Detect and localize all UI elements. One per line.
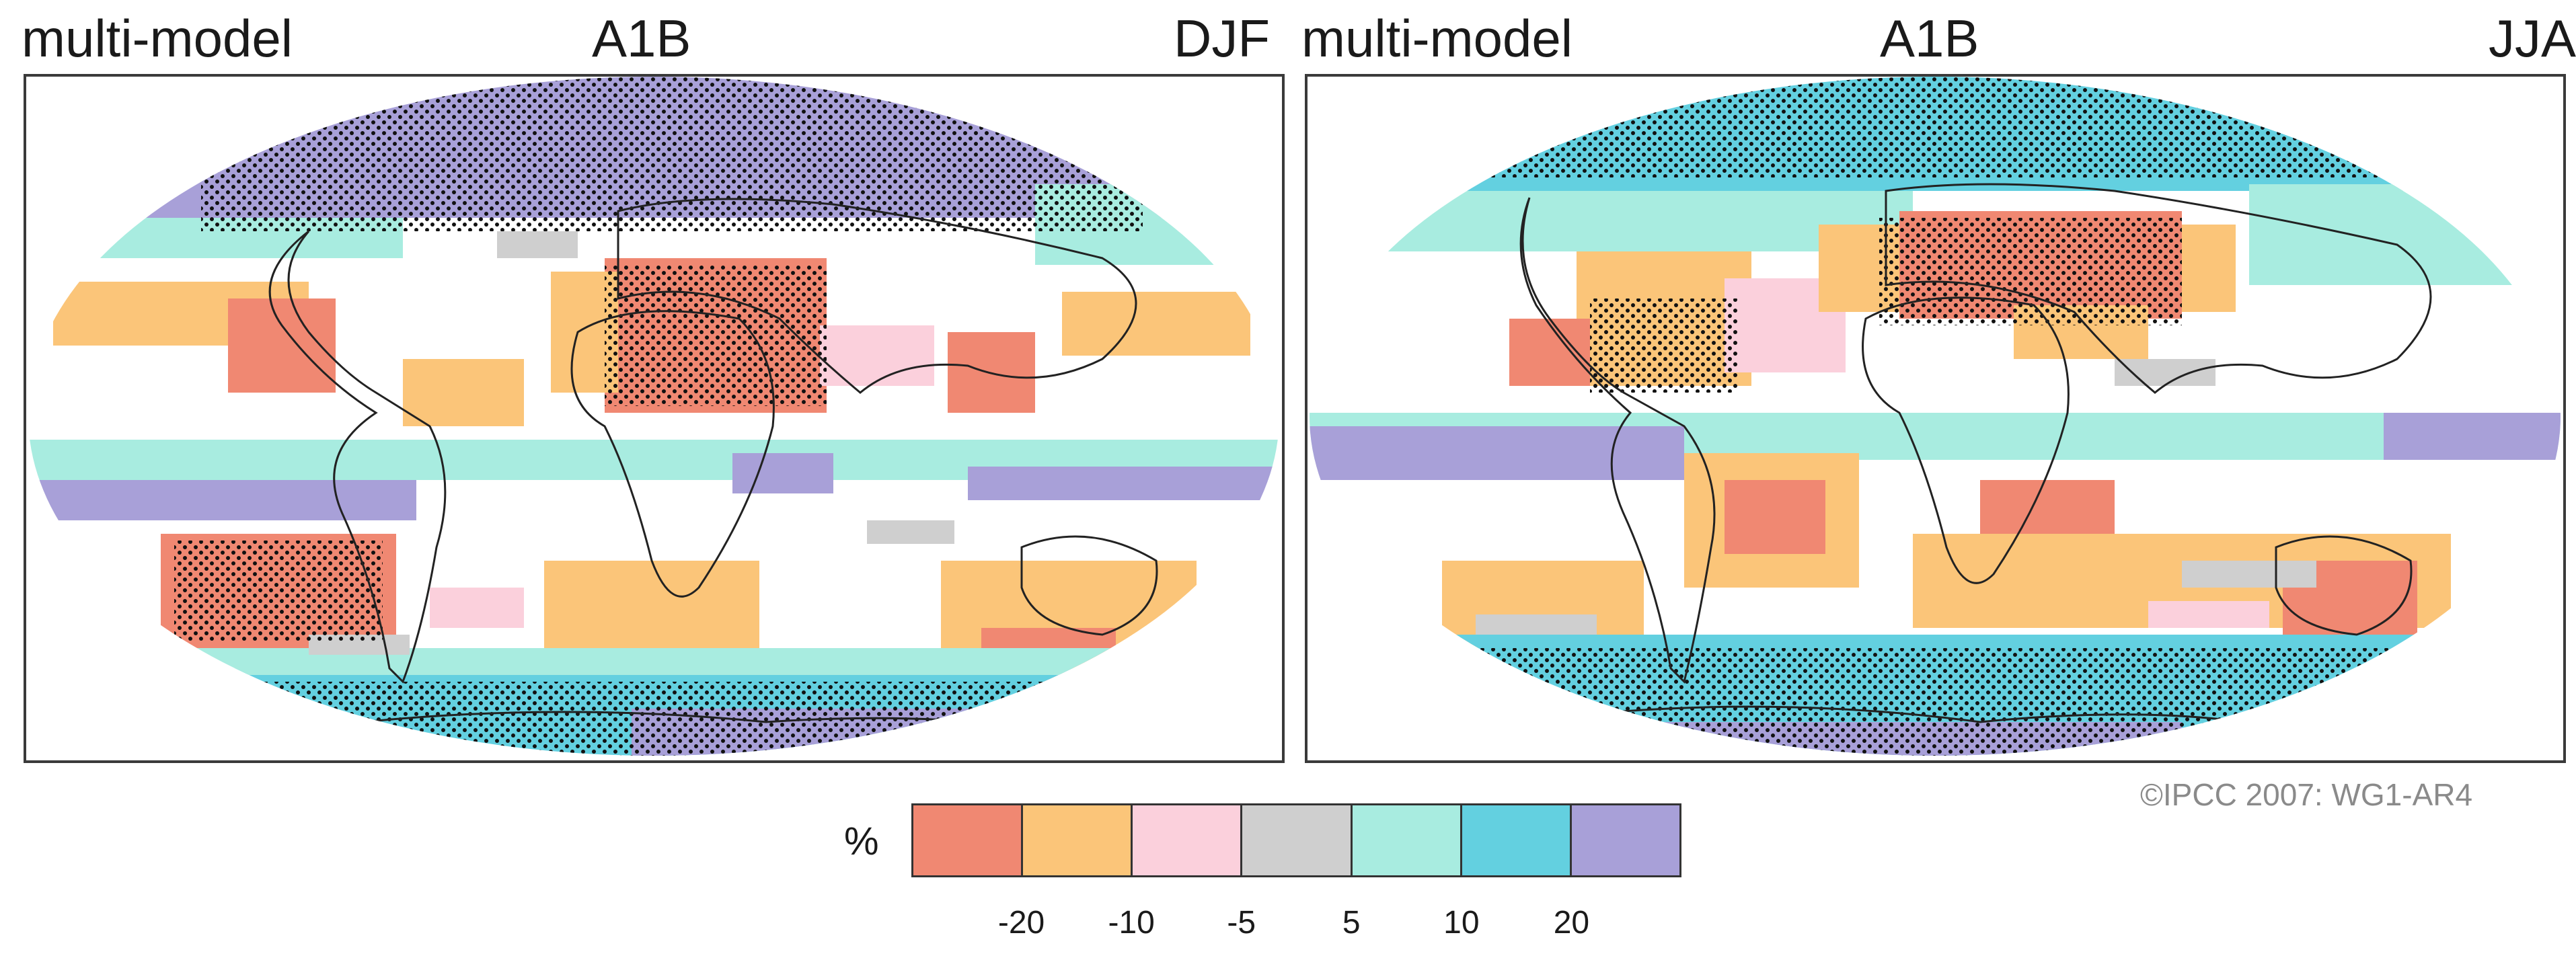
legend-tick-label: -20 <box>997 905 1045 941</box>
map-panel-jja <box>1305 74 2566 763</box>
legend-swatch-2 <box>1023 805 1133 875</box>
legend-tick-label: -5 <box>1227 905 1256 941</box>
legend-swatch-6 <box>1462 805 1572 875</box>
color-legend <box>911 803 1681 877</box>
panel-1-center-title: A1B <box>592 9 691 68</box>
panel-1-right-title: DJF <box>1174 9 1270 68</box>
panel-2-left-title: multi-model <box>1301 9 1573 68</box>
legend-swatch-1 <box>913 805 1024 875</box>
panel-2-center-title: A1B <box>1880 9 1979 68</box>
world-map-jja-icon <box>1310 77 2561 756</box>
panel-1-left-title: multi-model <box>22 9 293 68</box>
legend-swatch-4 <box>1242 805 1353 875</box>
legend-unit-label: % <box>844 820 879 863</box>
map-panel-djf <box>24 74 1285 763</box>
legend-tick-label: 5 <box>1342 905 1361 941</box>
legend-tick-label: 10 <box>1443 905 1480 941</box>
panel-2-right-title: JJA <box>2489 9 2576 68</box>
copyright-text: ©IPCC 2007: WG1-AR4 <box>2140 777 2473 812</box>
legend-swatch-7 <box>1571 805 1679 875</box>
legend-swatch-5 <box>1352 805 1462 875</box>
legend-tick-label: -10 <box>1108 905 1155 941</box>
legend-swatch-3 <box>1133 805 1243 875</box>
legend-tick-label: 20 <box>1553 905 1590 941</box>
world-map-djf-icon <box>28 77 1279 756</box>
